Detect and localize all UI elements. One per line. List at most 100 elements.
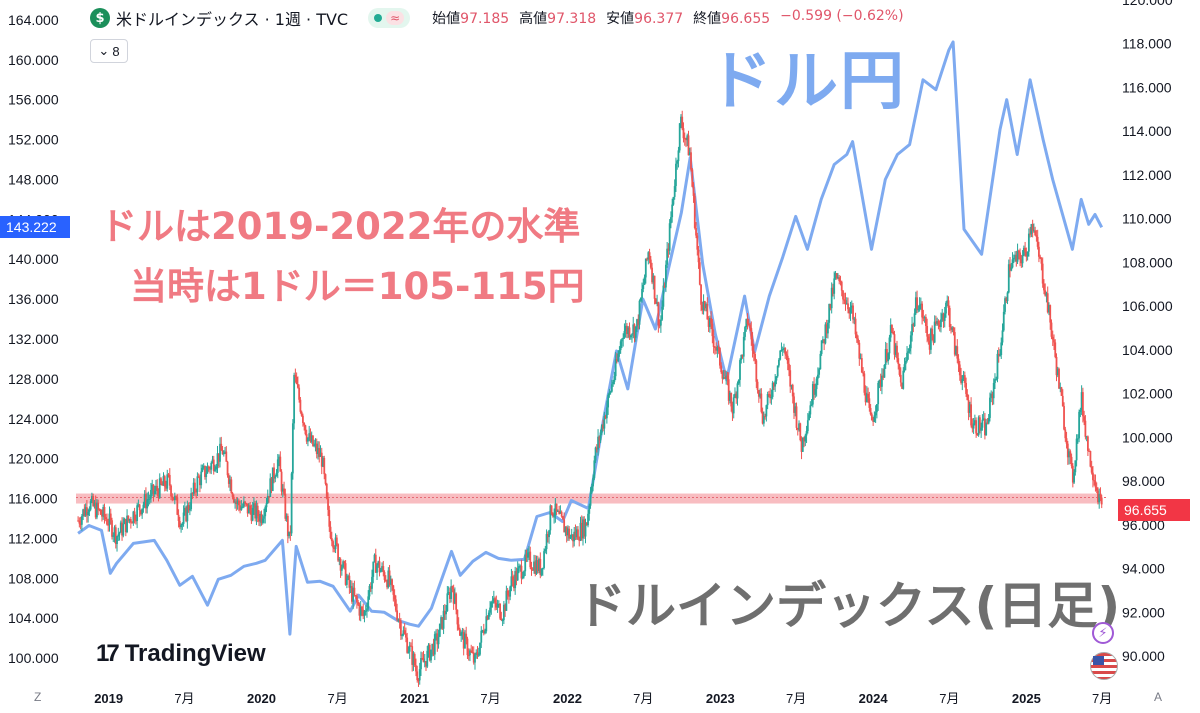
dxy-candle-body xyxy=(188,509,191,511)
dxy-candle-body xyxy=(865,393,868,403)
dxy-candle-body xyxy=(559,511,562,514)
dxy-candle-body xyxy=(83,509,86,516)
dxy-candle-body xyxy=(945,302,947,314)
dxy-candle-body xyxy=(602,424,604,429)
dxy-candle-body xyxy=(1078,411,1081,439)
dxy-candle-body xyxy=(563,519,566,533)
dxy-candle-body xyxy=(455,593,458,610)
dxy-candle-body xyxy=(624,325,627,331)
dxy-candle-body xyxy=(523,571,525,577)
dxy-candle-body xyxy=(1069,451,1072,457)
auto-scale-toggle[interactable]: A xyxy=(1154,690,1163,704)
dxy-candle-body xyxy=(766,394,769,406)
dxy-candle-body xyxy=(672,196,675,205)
dxy-candle-body xyxy=(535,560,538,574)
dxy-candle-body xyxy=(682,128,685,139)
dxy-candle-body xyxy=(180,525,182,528)
dxy-candle-body xyxy=(207,466,210,469)
dxy-candle-body xyxy=(1006,292,1009,302)
dxy-candle-body xyxy=(276,459,279,473)
dxy-candle-body xyxy=(821,339,824,341)
dxy-candle-body xyxy=(325,483,328,499)
dxy-candle-body xyxy=(899,374,902,383)
dxy-candle-body xyxy=(567,528,569,536)
dxy-candle-body xyxy=(309,433,312,442)
dxy-candle-body xyxy=(150,489,152,499)
dxy-candle-body xyxy=(858,342,861,359)
dxy-candle-body xyxy=(1048,305,1050,313)
dxy-candle-body xyxy=(541,567,544,569)
dxy-candle-body xyxy=(859,358,862,360)
dxy-candle-body xyxy=(1073,472,1075,483)
dxy-candle-body xyxy=(519,565,522,567)
dxy-candle-body xyxy=(742,336,745,357)
dxy-candle-body xyxy=(1032,230,1035,232)
dxy-candle-body xyxy=(924,317,927,326)
dxy-candle-body xyxy=(89,501,92,510)
dxy-candle-body xyxy=(795,406,798,428)
dxy-candle-body xyxy=(367,596,370,609)
dxy-candle-body xyxy=(212,459,215,472)
dxy-candle-body xyxy=(442,610,445,629)
timezone-toggle[interactable]: Z xyxy=(34,690,42,704)
dxy-candle-body xyxy=(631,334,633,336)
dxy-candle-body xyxy=(310,435,313,442)
dxy-candle-body xyxy=(903,364,906,371)
dxy-candle-body xyxy=(102,507,105,517)
lightning-icon[interactable]: ⚡ xyxy=(1092,622,1114,644)
dxy-candle-body xyxy=(967,400,970,413)
dxy-candle-body xyxy=(881,375,883,387)
dxy-candle-body xyxy=(928,340,931,350)
dxy-candle-body xyxy=(648,252,651,260)
dxy-candle-body xyxy=(388,570,391,585)
dxy-candle-body xyxy=(279,456,282,472)
dxy-candle-body xyxy=(132,511,135,523)
dxy-candle-body xyxy=(78,520,81,524)
dxy-candle-body xyxy=(816,374,819,379)
left-axis-tick-label: 148.000 xyxy=(8,171,59,187)
dxy-candle-body xyxy=(307,437,309,442)
dxy-candle-body xyxy=(560,511,563,517)
dxy-candle-body xyxy=(548,530,550,538)
dxy-candle-body xyxy=(244,501,247,504)
dxy-candle-body xyxy=(932,335,935,343)
us-flag-icon[interactable] xyxy=(1090,652,1118,680)
dxy-candle-body xyxy=(819,353,822,370)
dxy-candle-body xyxy=(1038,246,1040,257)
dxy-candle-body xyxy=(1083,416,1086,421)
dxy-candle-body xyxy=(649,259,652,268)
dxy-candle-body xyxy=(536,560,539,572)
dxy-candle-body xyxy=(958,364,961,376)
dxy-candle-body xyxy=(313,444,316,446)
dxy-candle-body xyxy=(1034,230,1037,236)
dxy-candle-body xyxy=(345,578,348,585)
dxy-candle-body xyxy=(1021,255,1024,264)
dxy-candle-body xyxy=(549,505,552,531)
indicators-toggle-button[interactable]: ⌄ 8 xyxy=(90,39,128,63)
dxy-candle-body xyxy=(206,466,209,474)
dxy-candle-body xyxy=(912,324,915,327)
dxy-candle-body xyxy=(860,358,863,373)
dxy-candle-body xyxy=(1054,342,1057,357)
dxy-candle-body xyxy=(966,393,969,401)
left-axis-tick-label: 132.000 xyxy=(8,331,59,347)
dxy-candle-body xyxy=(510,576,513,587)
dollar-circle-icon[interactable]: $ xyxy=(90,8,110,28)
dxy-candle-body xyxy=(446,593,449,612)
dxy-candle-body xyxy=(671,204,674,218)
tradingview-logo[interactable]: 17 TradingView xyxy=(96,640,266,668)
dxy-candle-body xyxy=(989,397,991,418)
dxy-candle-body xyxy=(97,502,100,510)
market-status[interactable]: ≈ xyxy=(368,8,411,28)
dxy-candle-body xyxy=(497,603,500,605)
dxy-candle-body xyxy=(299,399,302,412)
dxy-candle-body xyxy=(845,303,848,305)
dxy-candle-body xyxy=(992,382,995,399)
dxy-candle-body xyxy=(651,267,653,283)
dxy-candle-body xyxy=(855,334,858,339)
dxy-candle-body xyxy=(575,529,578,538)
dxy-candle-body xyxy=(432,643,435,655)
symbol-title[interactable]: 米ドルインデックス · 1週 · TVC xyxy=(116,10,349,29)
dxy-candle-body xyxy=(1000,342,1003,356)
